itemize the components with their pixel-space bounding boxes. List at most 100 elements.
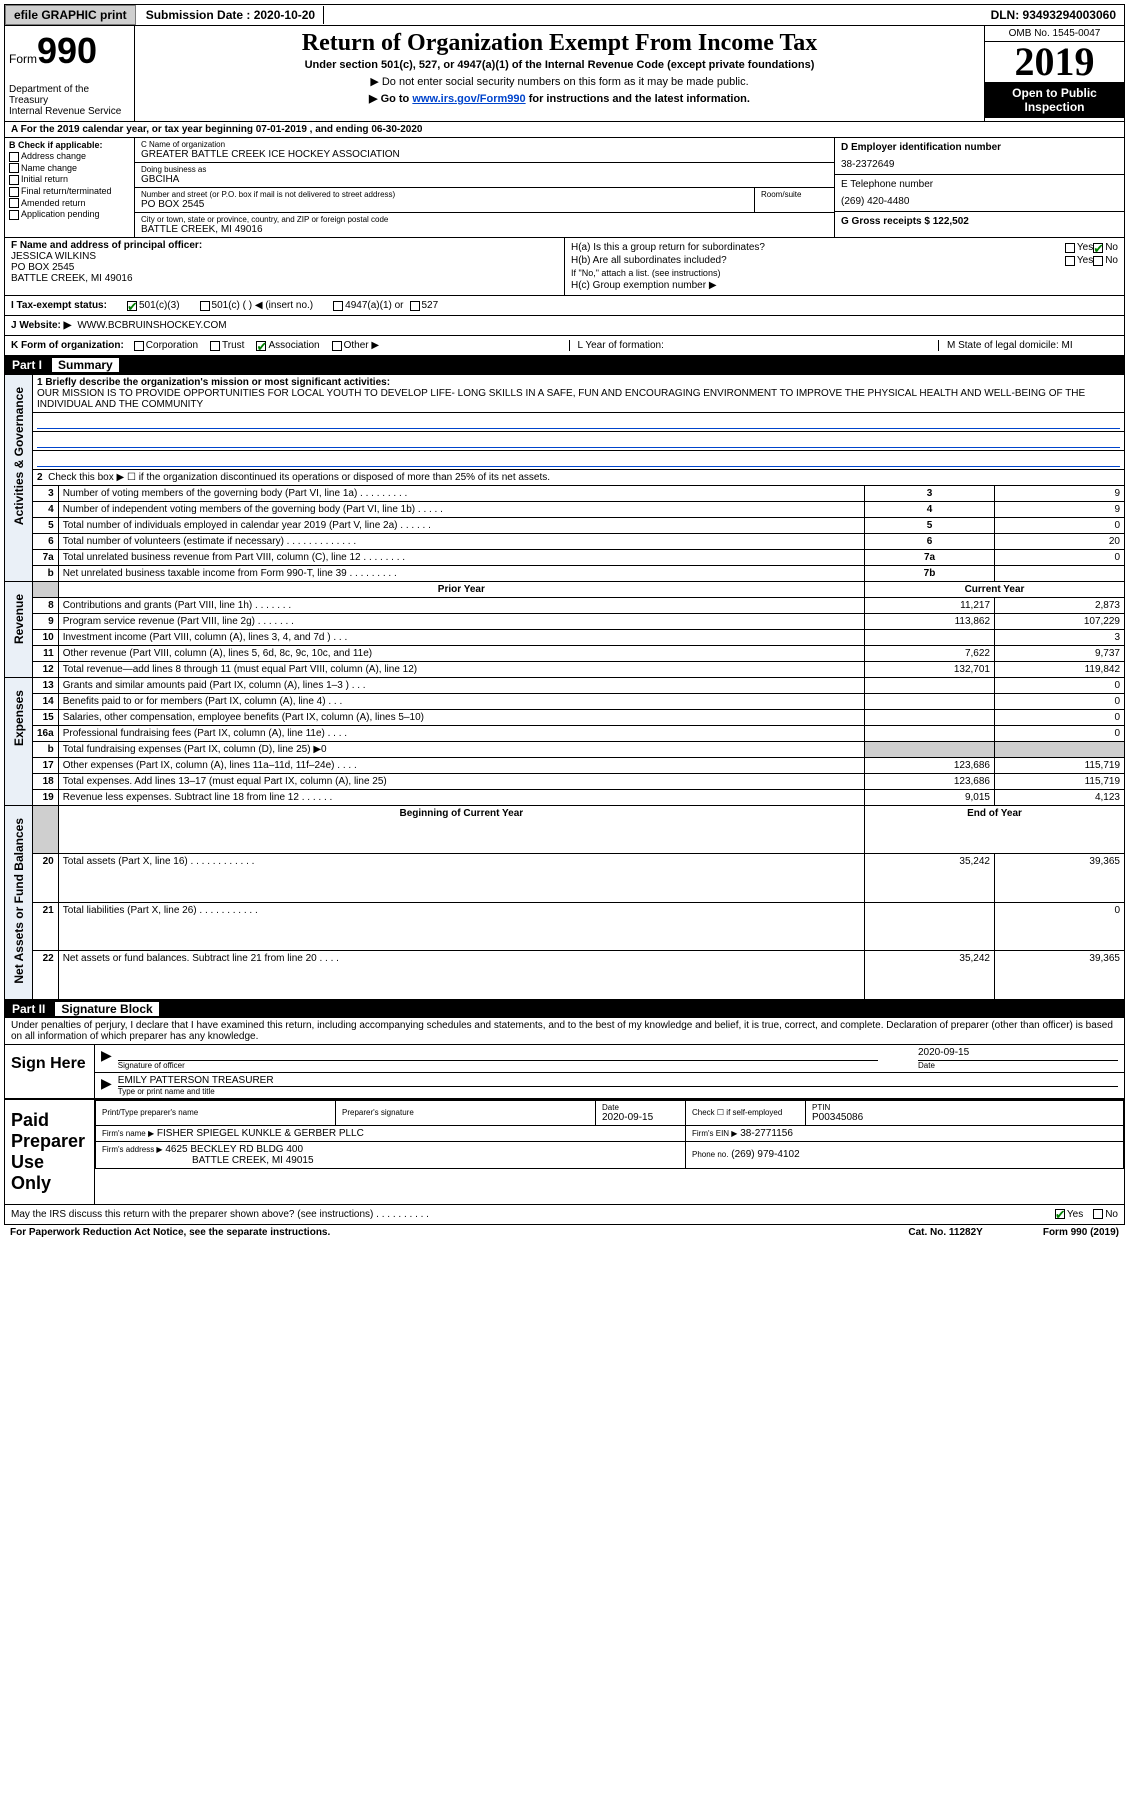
table-row: 17Other expenses (Part IX, column (A), l… <box>5 758 1125 774</box>
chk-final-return[interactable] <box>9 187 19 197</box>
state-domicile: M State of legal domicile: MI <box>938 340 1118 351</box>
table-row: 6Total number of volunteers (estimate if… <box>5 534 1125 550</box>
irs-link[interactable]: www.irs.gov/Form990 <box>412 93 525 105</box>
city-value: BATTLE CREEK, MI 49016 <box>141 224 828 235</box>
part2-title: Signature Block <box>55 1002 158 1016</box>
hdr-curr: Current Year <box>865 582 1125 598</box>
table-row: 22Net assets or fund balances. Subtract … <box>5 951 1125 999</box>
table-row: 11Other revenue (Part VIII, column (A), … <box>5 646 1125 662</box>
fh-block: F Name and address of principal officer:… <box>4 238 1125 296</box>
paid-preparer-block: Paid Preparer Use Only Print/Type prepar… <box>4 1100 1125 1205</box>
hdr-end: End of Year <box>865 806 1125 854</box>
firm-ein: 38-2771156 <box>740 1128 793 1139</box>
lbl-hb-no: No <box>1105 255 1118 266</box>
form-num: 990 <box>37 30 97 71</box>
chk-assoc[interactable] <box>256 341 266 351</box>
org-name-label: C Name of organization <box>141 140 828 149</box>
row-k: K Form of organization: Corporation Trus… <box>4 336 1125 356</box>
chk-hb-no[interactable] <box>1093 256 1103 266</box>
table-row: 4Number of independent voting members of… <box>5 502 1125 518</box>
chk-501c3[interactable] <box>127 301 137 311</box>
chk-trust[interactable] <box>210 341 220 351</box>
chk-initial-return[interactable] <box>9 175 19 185</box>
chk-irs-no[interactable] <box>1093 1209 1103 1219</box>
table-row: 14Benefits paid to or for members (Part … <box>5 694 1125 710</box>
form-title: Return of Organization Exempt From Incom… <box>143 30 976 57</box>
table-row: 3Number of voting members of the governi… <box>5 486 1125 502</box>
sign-here-label: Sign Here <box>5 1045 95 1098</box>
chk-other[interactable] <box>332 341 342 351</box>
officer-label: F Name and address of principal officer: <box>11 240 558 251</box>
lbl-ha-yes: Yes <box>1077 242 1093 253</box>
table-row: 15Salaries, other compensation, employee… <box>5 710 1125 726</box>
side-exp: Expenses <box>12 680 26 756</box>
arrow-icon: ▶ <box>101 1075 112 1096</box>
addr-label: Number and street (or P.O. box if mail i… <box>141 190 748 199</box>
lbl-4947: 4947(a)(1) or <box>345 300 403 311</box>
hdr-prior: Prior Year <box>58 582 864 598</box>
chk-irs-yes[interactable] <box>1055 1209 1065 1219</box>
table-row: 19Revenue less expenses. Subtract line 1… <box>5 790 1125 806</box>
efile-button[interactable]: efile GRAPHIC print <box>5 5 136 25</box>
lbl-corp: Corporation <box>146 340 198 351</box>
chk-amended[interactable] <box>9 198 19 208</box>
chk-corp[interactable] <box>134 341 144 351</box>
org-name: GREATER BATTLE CREEK ICE HOCKEY ASSOCIAT… <box>141 149 828 160</box>
prep-sig-label: Preparer's signature <box>342 1108 589 1117</box>
addr-value: PO BOX 2545 <box>141 199 748 210</box>
city-label: City or town, state or province, country… <box>141 215 828 224</box>
firm-ein-label: Firm's EIN ▶ <box>692 1129 737 1138</box>
footer-mid: Cat. No. 11282Y <box>908 1227 982 1238</box>
lbl-name-change: Name change <box>21 163 77 173</box>
mission-text: OUR MISSION IS TO PROVIDE OPPORTUNITIES … <box>37 388 1085 410</box>
phone-value: (269) 420-4480 <box>841 196 1118 207</box>
lbl-501c: 501(c) ( ) ◀ (insert no.) <box>212 300 314 311</box>
declaration-text: Under penalties of perjury, I declare th… <box>4 1018 1125 1045</box>
footer-left: For Paperwork Reduction Act Notice, see … <box>10 1227 330 1238</box>
table-row: bTotal fundraising expenses (Part IX, co… <box>5 742 1125 758</box>
lbl-trust: Trust <box>222 340 244 351</box>
table-row: 5Total number of individuals employed in… <box>5 518 1125 534</box>
year-formation: L Year of formation: <box>569 340 749 351</box>
ein-label: D Employer identification number <box>841 142 1118 153</box>
chk-4947[interactable] <box>333 301 343 311</box>
form-prefix: Form <box>9 52 37 66</box>
sig-name: EMILY PATTERSON TREASURER <box>118 1075 1118 1087</box>
lbl-final-return: Final return/terminated <box>21 186 112 196</box>
summary-table: Activities & Governance 1 Briefly descri… <box>4 374 1125 1000</box>
chk-ha-no[interactable] <box>1093 243 1103 253</box>
dba-label: Doing business as <box>141 165 828 174</box>
lbl-assoc: Association <box>268 340 319 351</box>
table-row: 7aTotal unrelated business revenue from … <box>5 550 1125 566</box>
sig-name-label: Type or print name and title <box>118 1087 1118 1096</box>
chk-ha-yes[interactable] <box>1065 243 1075 253</box>
chk-address-change[interactable] <box>9 152 19 162</box>
website-label: J Website: ▶ <box>11 320 71 331</box>
row-i: I Tax-exempt status: 501(c)(3) 501(c) ( … <box>4 296 1125 316</box>
irs-discuss-text: May the IRS discuss this return with the… <box>11 1209 1055 1220</box>
footer-right: Form 990 (2019) <box>1043 1227 1119 1238</box>
part1-title: Summary <box>52 358 119 372</box>
firm-addr-label: Firm's address ▶ <box>102 1145 163 1154</box>
lbl-app-pending: Application pending <box>21 209 100 219</box>
col-b-checkboxes: B Check if applicable: Address change Na… <box>5 138 135 237</box>
chk-app-pending[interactable] <box>9 210 19 220</box>
table-row: 18Total expenses. Add lines 13–17 (must … <box>5 774 1125 790</box>
side-net: Net Assets or Fund Balances <box>12 808 26 994</box>
table-row: 21Total liabilities (Part X, line 26) . … <box>5 902 1125 950</box>
firm-addr1: 4625 BECKLEY RD BLDG 400 <box>165 1144 303 1155</box>
officer-addr2: BATTLE CREEK, MI 49016 <box>11 273 558 284</box>
goto-prefix: ▶ Go to <box>369 93 412 105</box>
table-row: bNet unrelated business taxable income f… <box>5 566 1125 582</box>
lbl-527: 527 <box>422 300 439 311</box>
chk-501c[interactable] <box>200 301 210 311</box>
hdr-beg: Beginning of Current Year <box>58 806 864 854</box>
dba-value: GBCIHA <box>141 174 828 185</box>
chk-527[interactable] <box>410 301 420 311</box>
firm-addr2: BATTLE CREEK, MI 49015 <box>192 1155 314 1166</box>
chk-hb-yes[interactable] <box>1065 256 1075 266</box>
topbar: efile GRAPHIC print Submission Date : 20… <box>4 4 1125 26</box>
dln: DLN: 93493294003060 <box>983 6 1124 24</box>
chk-name-change[interactable] <box>9 163 19 173</box>
dept-treasury: Department of the Treasury Internal Reve… <box>9 84 130 117</box>
